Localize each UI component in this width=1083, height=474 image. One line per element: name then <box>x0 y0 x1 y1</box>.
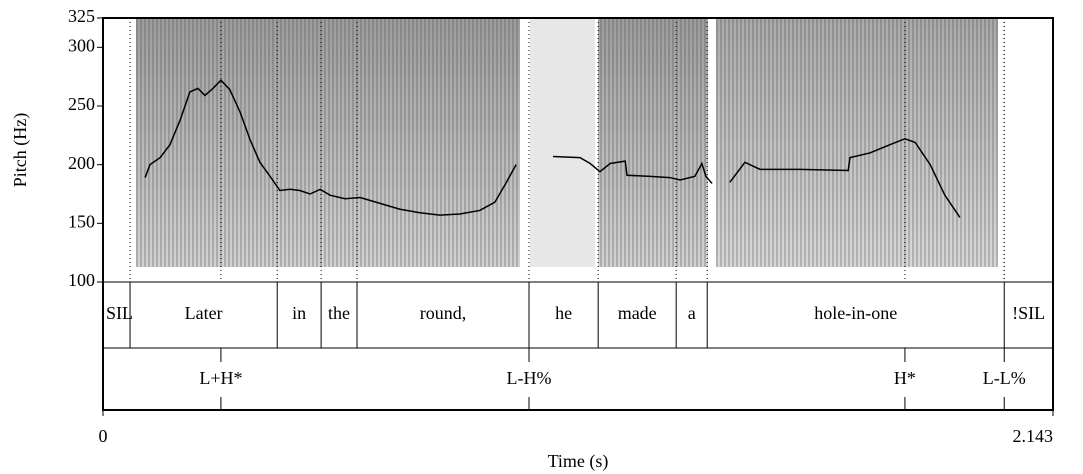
word-label: Later <box>185 303 223 323</box>
y-tick-label: 150 <box>68 211 95 231</box>
y-tick-label: 100 <box>68 270 95 290</box>
y-tick-label: 325 <box>68 6 95 26</box>
word-label: a <box>688 303 696 323</box>
word-label: round, <box>420 303 467 323</box>
pitch-contour <box>552 155 713 184</box>
word-label: made <box>618 303 657 323</box>
word-label: in <box>292 303 306 323</box>
word-label: !SIL <box>1012 303 1045 323</box>
tone-label: H* <box>894 368 916 388</box>
tone-label: L-H% <box>507 368 552 388</box>
spectrogram <box>136 19 998 267</box>
y-tick-label: 300 <box>68 35 95 55</box>
x-tick-label: 0 <box>99 426 108 446</box>
pitch-contour <box>729 138 961 218</box>
word-label: the <box>328 303 350 323</box>
x-tick-label: 2.143 <box>1013 426 1054 446</box>
word-label: !SIL <box>100 303 133 323</box>
frame <box>102 17 1054 411</box>
y-tick-label: 200 <box>68 153 95 173</box>
y-tick-label: 250 <box>68 94 95 114</box>
x-axis-label: Time (s) <box>548 451 609 472</box>
y-axis-label: Pitch (Hz) <box>10 113 31 187</box>
tone-label: L+H* <box>199 368 242 388</box>
pitch-contour <box>144 79 517 216</box>
word-label: he <box>555 303 572 323</box>
word-label: hole-in-one <box>814 303 897 323</box>
tone-label: L-L% <box>983 368 1026 388</box>
